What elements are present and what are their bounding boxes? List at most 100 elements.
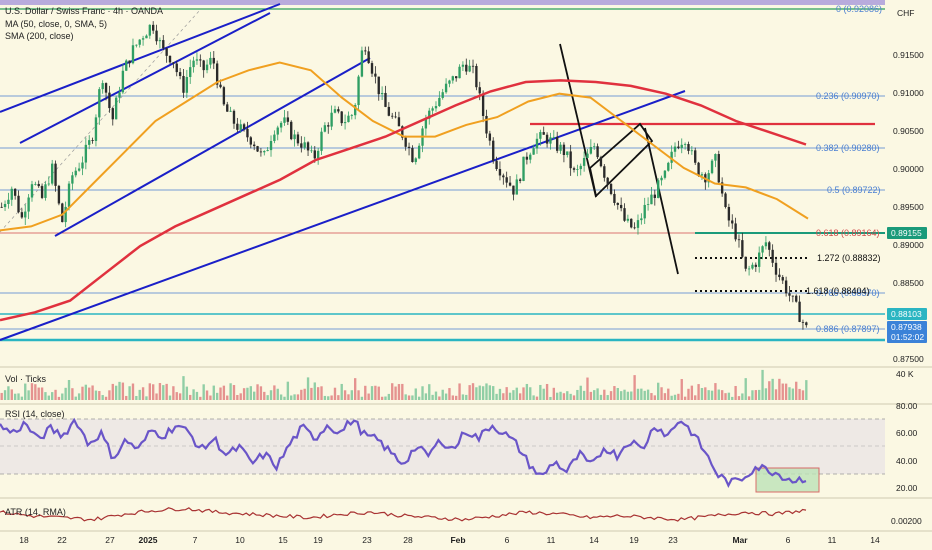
volume-bar <box>636 388 640 400</box>
price-badge-green-text: 0.89155 <box>891 228 922 238</box>
projection-line <box>644 127 679 275</box>
volume-bar <box>165 383 168 400</box>
candle-body <box>734 223 737 240</box>
price-axis[interactable]: CHF 0.91500 0.91000 0.90500 0.90000 0.89… <box>885 0 932 550</box>
candle-body <box>108 92 111 109</box>
volume-bar <box>798 388 801 400</box>
candle-body <box>273 134 276 142</box>
volume-legend[interactable]: Vol · Ticks <box>5 374 47 384</box>
candle-body <box>542 132 545 135</box>
candle-body <box>441 92 444 98</box>
atr-legend[interactable]: ATR (14, RMA) <box>5 507 66 517</box>
volume-bar <box>552 387 555 400</box>
atr-tick: 0.00200 <box>891 516 922 526</box>
candle-body <box>502 175 505 178</box>
volume-bar <box>327 396 330 400</box>
last-price-badge <box>887 321 927 343</box>
volume-bar <box>114 385 118 400</box>
candle-body <box>461 64 465 67</box>
volume-bar <box>492 386 495 400</box>
candle-body <box>556 137 559 151</box>
candle-body <box>458 66 461 79</box>
candle-body <box>589 147 593 154</box>
time-tick: 19 <box>313 535 323 545</box>
candle-body <box>512 185 515 195</box>
volume-bar <box>172 386 175 400</box>
candle-body <box>788 293 791 296</box>
volume-bar <box>508 392 512 400</box>
volume-bar <box>401 383 404 400</box>
candle-body <box>552 137 555 138</box>
volume-bar <box>360 396 364 400</box>
candle-body <box>532 148 535 155</box>
volume-bar <box>465 394 468 400</box>
candle-body <box>741 240 744 257</box>
candle-body <box>182 75 185 93</box>
volume-bar <box>61 393 64 400</box>
volume-bar <box>663 393 667 400</box>
volume-bar <box>37 387 40 400</box>
sma-legend[interactable]: SMA (200, close) <box>5 31 74 41</box>
volume-bar <box>195 391 199 400</box>
candle-body <box>697 162 700 176</box>
volume-bar <box>751 390 754 400</box>
rsi-tick-80: 80.00 <box>896 401 918 411</box>
volume-bar <box>478 385 481 400</box>
candle-body <box>751 264 754 269</box>
volume-bar <box>559 391 562 400</box>
rsi-legend[interactable]: RSI (14, close) <box>5 409 65 419</box>
candle-body <box>495 160 498 170</box>
volume-bar <box>236 394 239 400</box>
volume-bar <box>417 396 421 400</box>
candle-body <box>731 220 734 224</box>
volume-bar <box>101 395 104 400</box>
volume-bar <box>380 396 384 400</box>
volume-bar <box>273 385 276 400</box>
trendline-drawings[interactable] <box>0 3 686 341</box>
candle-body <box>91 140 94 141</box>
channel-upper-line <box>0 3 281 113</box>
volume-bar <box>677 393 680 400</box>
candle-body <box>737 239 741 241</box>
price-badge-green <box>887 227 927 239</box>
ma-legend[interactable]: MA (50, close, 0, SMA, 5) <box>5 19 108 29</box>
volume-bar <box>249 386 252 400</box>
candle-body <box>758 252 761 267</box>
candle-body <box>357 76 360 106</box>
candle-body <box>680 144 683 148</box>
volume-bar <box>367 393 370 400</box>
candle-body <box>118 92 121 98</box>
volume-bar <box>354 378 357 400</box>
candle-body <box>640 218 643 221</box>
candle-body <box>34 183 37 185</box>
time-axis[interactable]: 18 22 27 2025 7 10 15 19 23 28 Feb 6 11 14 19 23 Mar 6 11 1… <box>19 535 880 545</box>
candle-body <box>172 62 175 64</box>
fib-label-0886: 0.886 (0.87897) <box>816 324 880 334</box>
candle-body <box>40 186 44 198</box>
candle-body <box>269 141 273 151</box>
volume-bar <box>131 383 135 400</box>
candle-body <box>451 76 454 81</box>
rsi-tick-20: 20.00 <box>896 483 918 493</box>
candle-body <box>505 177 508 183</box>
candle-body <box>111 108 114 120</box>
time-tick: 11 <box>547 535 556 545</box>
time-tick: 18 <box>19 535 29 545</box>
volume-bar <box>535 396 539 400</box>
candle-body <box>549 137 552 144</box>
volume-bar <box>84 384 88 400</box>
candle-body <box>471 65 475 67</box>
candle-body <box>54 163 57 186</box>
volume-bar <box>350 390 353 400</box>
candle-body <box>380 92 384 95</box>
volume-bar <box>431 394 434 400</box>
volume-bar <box>205 390 209 400</box>
candle-body <box>232 110 236 124</box>
volume-bar <box>226 395 229 400</box>
candle-body <box>626 218 630 221</box>
price-tick-090000: 0.90000 <box>893 164 924 174</box>
candle-body <box>623 208 626 221</box>
volume-bar <box>778 378 781 400</box>
volume-bar <box>542 388 545 400</box>
